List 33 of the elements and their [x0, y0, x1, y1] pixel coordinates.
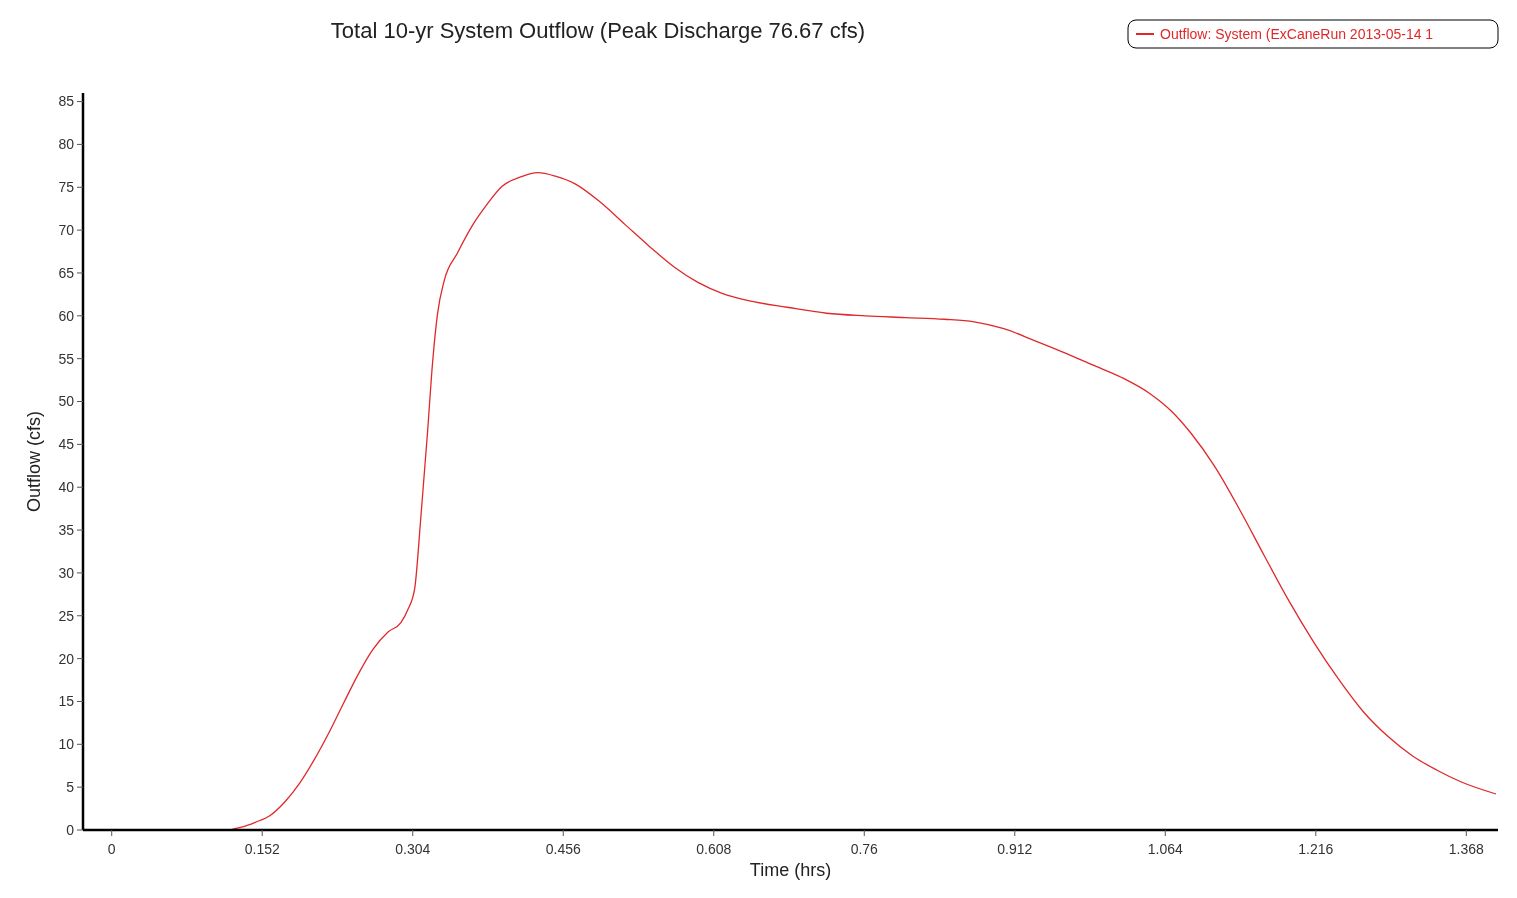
- x-tick-label: 0.608: [696, 841, 732, 857]
- x-tick-label: 0.304: [395, 841, 431, 857]
- chart-title: Total 10-yr System Outflow (Peak Discharge 76.67 cfs): [330, 18, 866, 43]
- y-tick-label: 10: [58, 736, 75, 753]
- x-axis-title: Time (hrs): [749, 860, 832, 880]
- y-tick-label: 50: [58, 393, 75, 410]
- line-series: [231, 172, 1497, 830]
- y-tick-label: 55: [58, 350, 75, 367]
- y-tick-label: 35: [58, 521, 75, 538]
- x-tick-label: 0.76: [850, 841, 879, 857]
- x-tick-label: 1.368: [1448, 841, 1485, 857]
- y-axis-title: Outflow (cfs): [24, 410, 44, 513]
- y-tick-label: 60: [58, 307, 75, 324]
- y-tick-label: 0: [66, 821, 75, 838]
- y-tick-label: 75: [58, 179, 75, 196]
- y-tick-label: 15: [58, 693, 75, 710]
- y-tick-label: 85: [58, 93, 75, 110]
- y-tick-label: 65: [58, 264, 75, 281]
- y-tick-label: 80: [58, 136, 75, 153]
- x-tick-label: 1.064: [1147, 841, 1184, 857]
- y-tick-label: 70: [58, 222, 75, 239]
- x-tick-label: 0.152: [244, 841, 280, 857]
- y-tick-label: 30: [58, 564, 75, 581]
- y-tick-label: 40: [58, 479, 75, 496]
- y-tick-label: 20: [58, 650, 75, 667]
- legend-label: Outflow: System (ExCaneRun 2013-05-14 1: [1160, 25, 1434, 42]
- y-tick-label: 5: [66, 779, 75, 796]
- y-tick-label: 25: [58, 607, 75, 624]
- x-tick-label: 0.912: [997, 841, 1033, 857]
- x-tick-label: 0.456: [545, 841, 581, 857]
- x-tick-label: 1.216: [1298, 841, 1334, 857]
- x-tick-label: 0: [107, 841, 116, 857]
- y-tick-label: 45: [58, 436, 75, 453]
